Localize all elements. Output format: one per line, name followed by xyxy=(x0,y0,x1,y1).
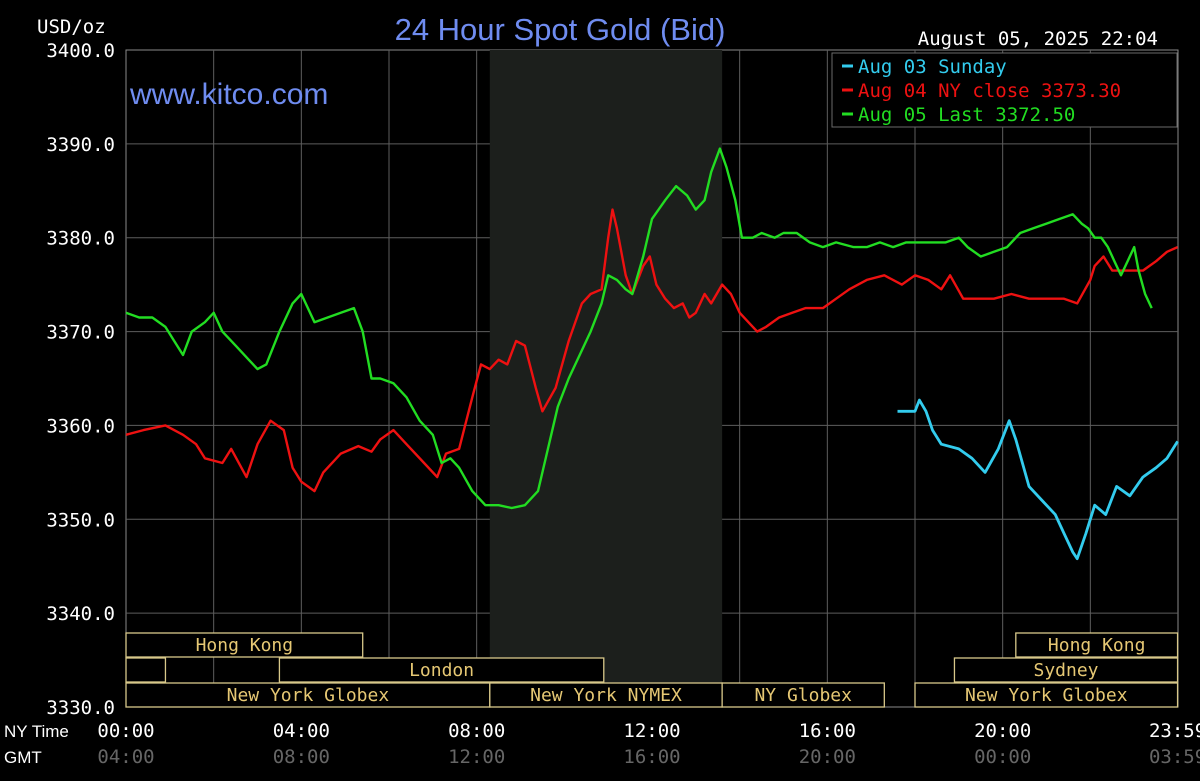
timestamp: August 05, 2025 22:04 xyxy=(918,28,1158,50)
axes: 3400.0 3390.0 3380.0 3370.0 3360.0 3350.0 3340… xyxy=(4,40,1200,768)
session-bar-box xyxy=(914,682,1179,708)
y-tick-label: 3350.0 xyxy=(46,509,115,531)
session-bar: New York NYMEX xyxy=(489,682,723,708)
session-shading xyxy=(489,50,723,707)
x-axis-row-label-ny: NY Time xyxy=(4,722,69,741)
session-bar-label: Sydney xyxy=(1033,660,1098,681)
y-tick-label: 3370.0 xyxy=(46,322,115,344)
session-bars: Hong Kong Hong Kong London Sydney New York G… xyxy=(125,632,1179,708)
session-bar: Hong Kong xyxy=(125,632,364,658)
session-bar: Hong Kong xyxy=(1015,632,1179,658)
legend-entry: Aug 03 Sunday xyxy=(858,56,1007,78)
session-bar-box xyxy=(1015,632,1179,658)
session-bar-label: Hong Kong xyxy=(1048,635,1146,656)
x-tick-label-gmt: 16:00 xyxy=(623,746,680,768)
x-tick-label-ny: 12:00 xyxy=(623,720,680,742)
x-tick-label-ny: 23:59 xyxy=(1149,720,1200,742)
session-bar-label: NY Globex xyxy=(754,685,852,706)
x-tick-label-ny: 08:00 xyxy=(448,720,505,742)
x-tick-label-gmt: 03:59 xyxy=(1149,746,1200,768)
series-lines xyxy=(125,147,1179,561)
session-bar-box xyxy=(125,682,491,708)
session-bar: New York Globex xyxy=(125,682,491,708)
y-axis-unit-label: USD/oz xyxy=(37,16,106,38)
x-tick-label-gmt: 04:00 xyxy=(97,746,154,768)
series-line-1 xyxy=(897,398,1179,561)
session-bar-label: New York Globex xyxy=(227,685,390,706)
session-bar: New York Globex xyxy=(914,682,1179,708)
y-tick-label: 3360.0 xyxy=(46,415,115,437)
session-bar-box xyxy=(721,682,885,708)
y-tick-label: 3340.0 xyxy=(46,603,115,625)
session-bar-box xyxy=(125,632,364,658)
session-bar: London xyxy=(278,657,605,683)
session-bar xyxy=(125,657,167,683)
y-tick-label: 3400.0 xyxy=(46,40,115,62)
session-bar-label: London xyxy=(409,660,474,681)
x-tick-label-gmt: 20:00 xyxy=(799,746,856,768)
session-bar-label: New York Globex xyxy=(965,685,1128,706)
watermark-url: www.kitco.com xyxy=(129,78,328,111)
series-line-2 xyxy=(125,208,1179,493)
x-tick-label-gmt: 12:00 xyxy=(448,746,505,768)
nymex-shaded-region xyxy=(489,50,723,707)
x-tick-label-ny: 00:00 xyxy=(97,720,154,742)
x-axis-row-label-gmt: GMT xyxy=(4,748,42,767)
y-tick-label: 3330.0 xyxy=(46,697,115,719)
legend-entry: Aug 04 NY close 3373.30 xyxy=(858,80,1121,102)
y-tick-label: 3390.0 xyxy=(46,134,115,156)
x-tick-label-ny: 04:00 xyxy=(273,720,330,742)
series-line-3 xyxy=(125,147,1153,510)
session-bar-box xyxy=(125,657,167,683)
session-bar: NY Globex xyxy=(721,682,885,708)
session-bar-label: New York NYMEX xyxy=(530,685,682,706)
session-bar-label: Hong Kong xyxy=(196,635,294,656)
chart-title: 24 Hour Spot Gold (Bid) xyxy=(395,12,726,47)
session-bar-box xyxy=(278,657,605,683)
legend-box xyxy=(831,52,1178,128)
legend-entry: Aug 05 Last 3372.50 xyxy=(858,104,1075,126)
y-tick-label: 3380.0 xyxy=(46,228,115,250)
session-bar-box xyxy=(953,657,1179,683)
x-tick-label-ny: 20:00 xyxy=(974,720,1031,742)
x-tick-label-gmt: 00:00 xyxy=(974,746,1031,768)
x-tick-label-ny: 16:00 xyxy=(799,720,856,742)
x-tick-label-gmt: 08:00 xyxy=(273,746,330,768)
session-bar: Sydney xyxy=(953,657,1179,683)
